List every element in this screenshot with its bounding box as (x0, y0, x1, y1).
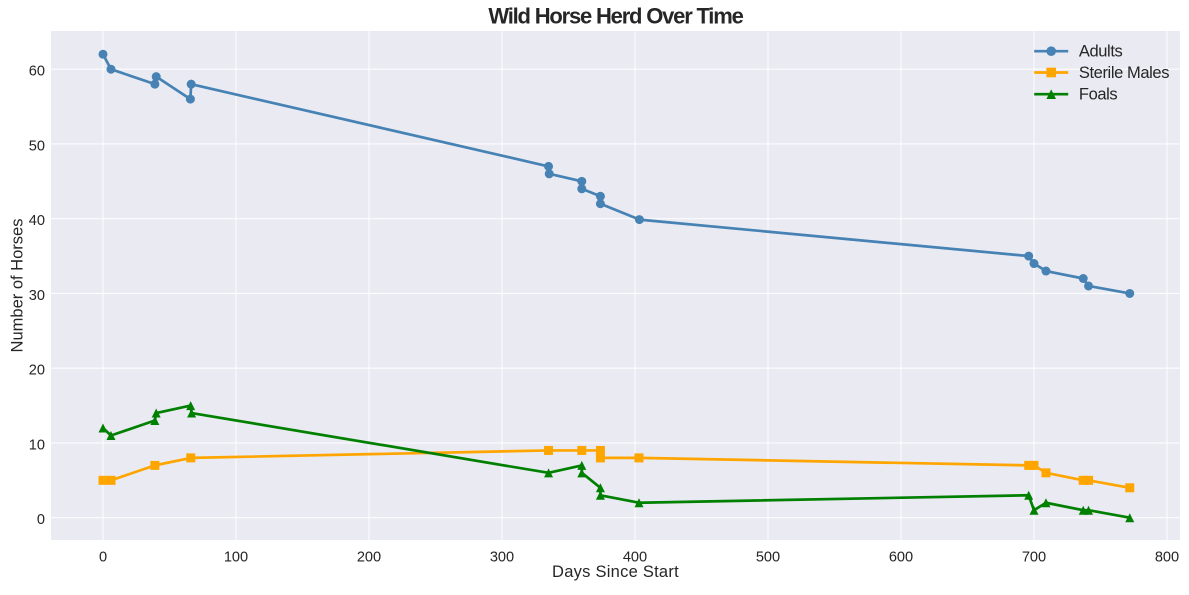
svg-text:0: 0 (37, 512, 45, 528)
svg-text:400: 400 (623, 549, 647, 565)
svg-text:Wild Horse Herd Over Time: Wild Horse Herd Over Time (488, 4, 743, 29)
svg-text:700: 700 (1022, 549, 1046, 565)
svg-text:500: 500 (756, 549, 780, 565)
svg-text:600: 600 (889, 549, 913, 565)
svg-text:800: 800 (1155, 549, 1179, 565)
svg-text:Foals: Foals (1079, 86, 1117, 104)
svg-text:30: 30 (29, 288, 45, 304)
svg-text:20: 20 (29, 363, 45, 379)
svg-text:300: 300 (490, 549, 514, 565)
svg-text:Days Since Start: Days Since Start (552, 563, 679, 581)
svg-text:100: 100 (224, 549, 248, 565)
svg-text:10: 10 (29, 437, 45, 453)
svg-text:0: 0 (99, 549, 107, 565)
svg-text:200: 200 (357, 549, 381, 565)
svg-text:40: 40 (29, 213, 45, 229)
svg-text:Sterile Males: Sterile Males (1079, 64, 1169, 82)
svg-text:Number of Horses: Number of Horses (9, 219, 27, 353)
svg-text:Adults: Adults (1079, 43, 1123, 61)
svg-text:60: 60 (29, 64, 45, 80)
svg-text:50: 50 (29, 138, 45, 154)
